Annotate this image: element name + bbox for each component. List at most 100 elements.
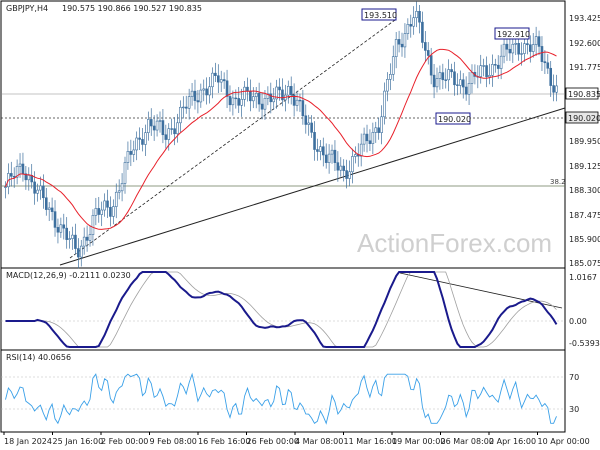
candle-body [467, 83, 471, 95]
candle-body [237, 98, 241, 106]
macd-signal-line [5, 271, 557, 348]
candle-body [123, 162, 127, 184]
peak-label-text-2: 192.910 [497, 30, 530, 39]
candle-body [240, 99, 243, 106]
candle-body [406, 24, 410, 34]
candle-body [359, 143, 363, 157]
candle-body [511, 43, 515, 54]
candle-body [333, 149, 337, 163]
candle-body [179, 106, 182, 124]
current-price-text: 190.835 [568, 90, 600, 99]
candle-body [252, 96, 255, 102]
candle-body [254, 92, 258, 97]
candle-body [426, 50, 430, 56]
candle-body [412, 17, 415, 27]
candle-body [47, 207, 51, 210]
candle-body [555, 85, 558, 93]
candle-body [543, 61, 547, 64]
price-candles [4, 1, 558, 269]
peak-label-193510: 193.510 [361, 8, 397, 21]
time-tick: 9 Feb 08:00 [150, 437, 197, 446]
moving-average-line [5, 48, 557, 230]
candle-body [257, 92, 261, 105]
candle-body [281, 89, 284, 101]
candle-body [263, 98, 267, 110]
candle-body [56, 227, 60, 233]
peak-label-190020: 190.020 [435, 112, 471, 125]
candle-body [310, 122, 313, 133]
candle-body [528, 44, 532, 52]
candle-body [374, 127, 378, 133]
candle-body [219, 79, 223, 83]
candle-body [208, 86, 211, 96]
candle-body [187, 96, 191, 109]
price-tick: 189.950 [569, 137, 600, 146]
candle-body [222, 79, 226, 82]
candle-body [295, 99, 299, 106]
channel-trendline [69, 19, 396, 259]
candle-body [77, 248, 80, 258]
candle-body [403, 33, 407, 48]
candle-body [342, 165, 345, 171]
rising-trendline [59, 107, 566, 266]
candle-body [485, 65, 488, 78]
candle-body [21, 163, 25, 175]
symbol-title: GBPJPY,H4 [6, 4, 48, 13]
fib-label: 38.2 [550, 178, 566, 186]
time-tick: 26 Feb 00:00 [247, 437, 299, 446]
candle-body [380, 116, 383, 133]
candle-body [321, 146, 325, 156]
price-tick: 187.475 [569, 211, 600, 220]
candle-body [526, 43, 529, 46]
candle-body [100, 209, 103, 215]
macd-tick: 0.00 [569, 317, 587, 326]
candle-body [517, 43, 520, 55]
candle-body [120, 183, 124, 192]
candle-body [531, 44, 535, 52]
candle-body [33, 181, 36, 194]
candle-body [438, 72, 442, 79]
candle-body [217, 75, 220, 83]
candle-body [74, 234, 77, 249]
macd-tick: -0.5393 [569, 339, 600, 348]
candle-body [496, 64, 500, 69]
candle-body [339, 165, 343, 171]
candle-body [444, 79, 448, 81]
current-price-badge: 190.835 [565, 87, 600, 100]
candle-body [266, 93, 270, 99]
ohlc-readout: 190.575 190.866 190.527 190.835 [62, 4, 202, 13]
candle-body [176, 122, 179, 135]
candle-body [397, 39, 401, 45]
candle-body [298, 99, 302, 102]
rsi-panel-frame [0, 349, 566, 433]
rsi-tick: 70 [569, 373, 579, 382]
candle-body [429, 55, 433, 76]
candle-body [304, 115, 308, 125]
candle-body [488, 75, 491, 78]
candle-body [330, 149, 334, 155]
candle-body [97, 208, 101, 215]
candle-body [9, 173, 13, 177]
candle-body [91, 215, 95, 235]
price-tick: 192.600 [569, 39, 600, 48]
candle-body [482, 65, 485, 67]
candle-body [394, 39, 398, 57]
candle-body [260, 103, 264, 110]
candle-body [190, 90, 194, 97]
candle-body [39, 185, 42, 191]
candle-body [502, 43, 506, 57]
candle-body [65, 227, 68, 240]
candle-body [170, 128, 173, 130]
candle-body [351, 156, 354, 173]
candle-body [214, 72, 217, 77]
candle-body [461, 79, 465, 88]
candle-body [59, 224, 63, 233]
candle-body [324, 154, 328, 163]
candle-body [211, 72, 214, 88]
candle-body [523, 43, 526, 54]
price-axis: 193.425 192.600 191.775 189.950 189.125 … [569, 14, 600, 268]
candle-body [508, 48, 512, 54]
candle-body [415, 10, 418, 19]
candle-body [44, 197, 48, 210]
